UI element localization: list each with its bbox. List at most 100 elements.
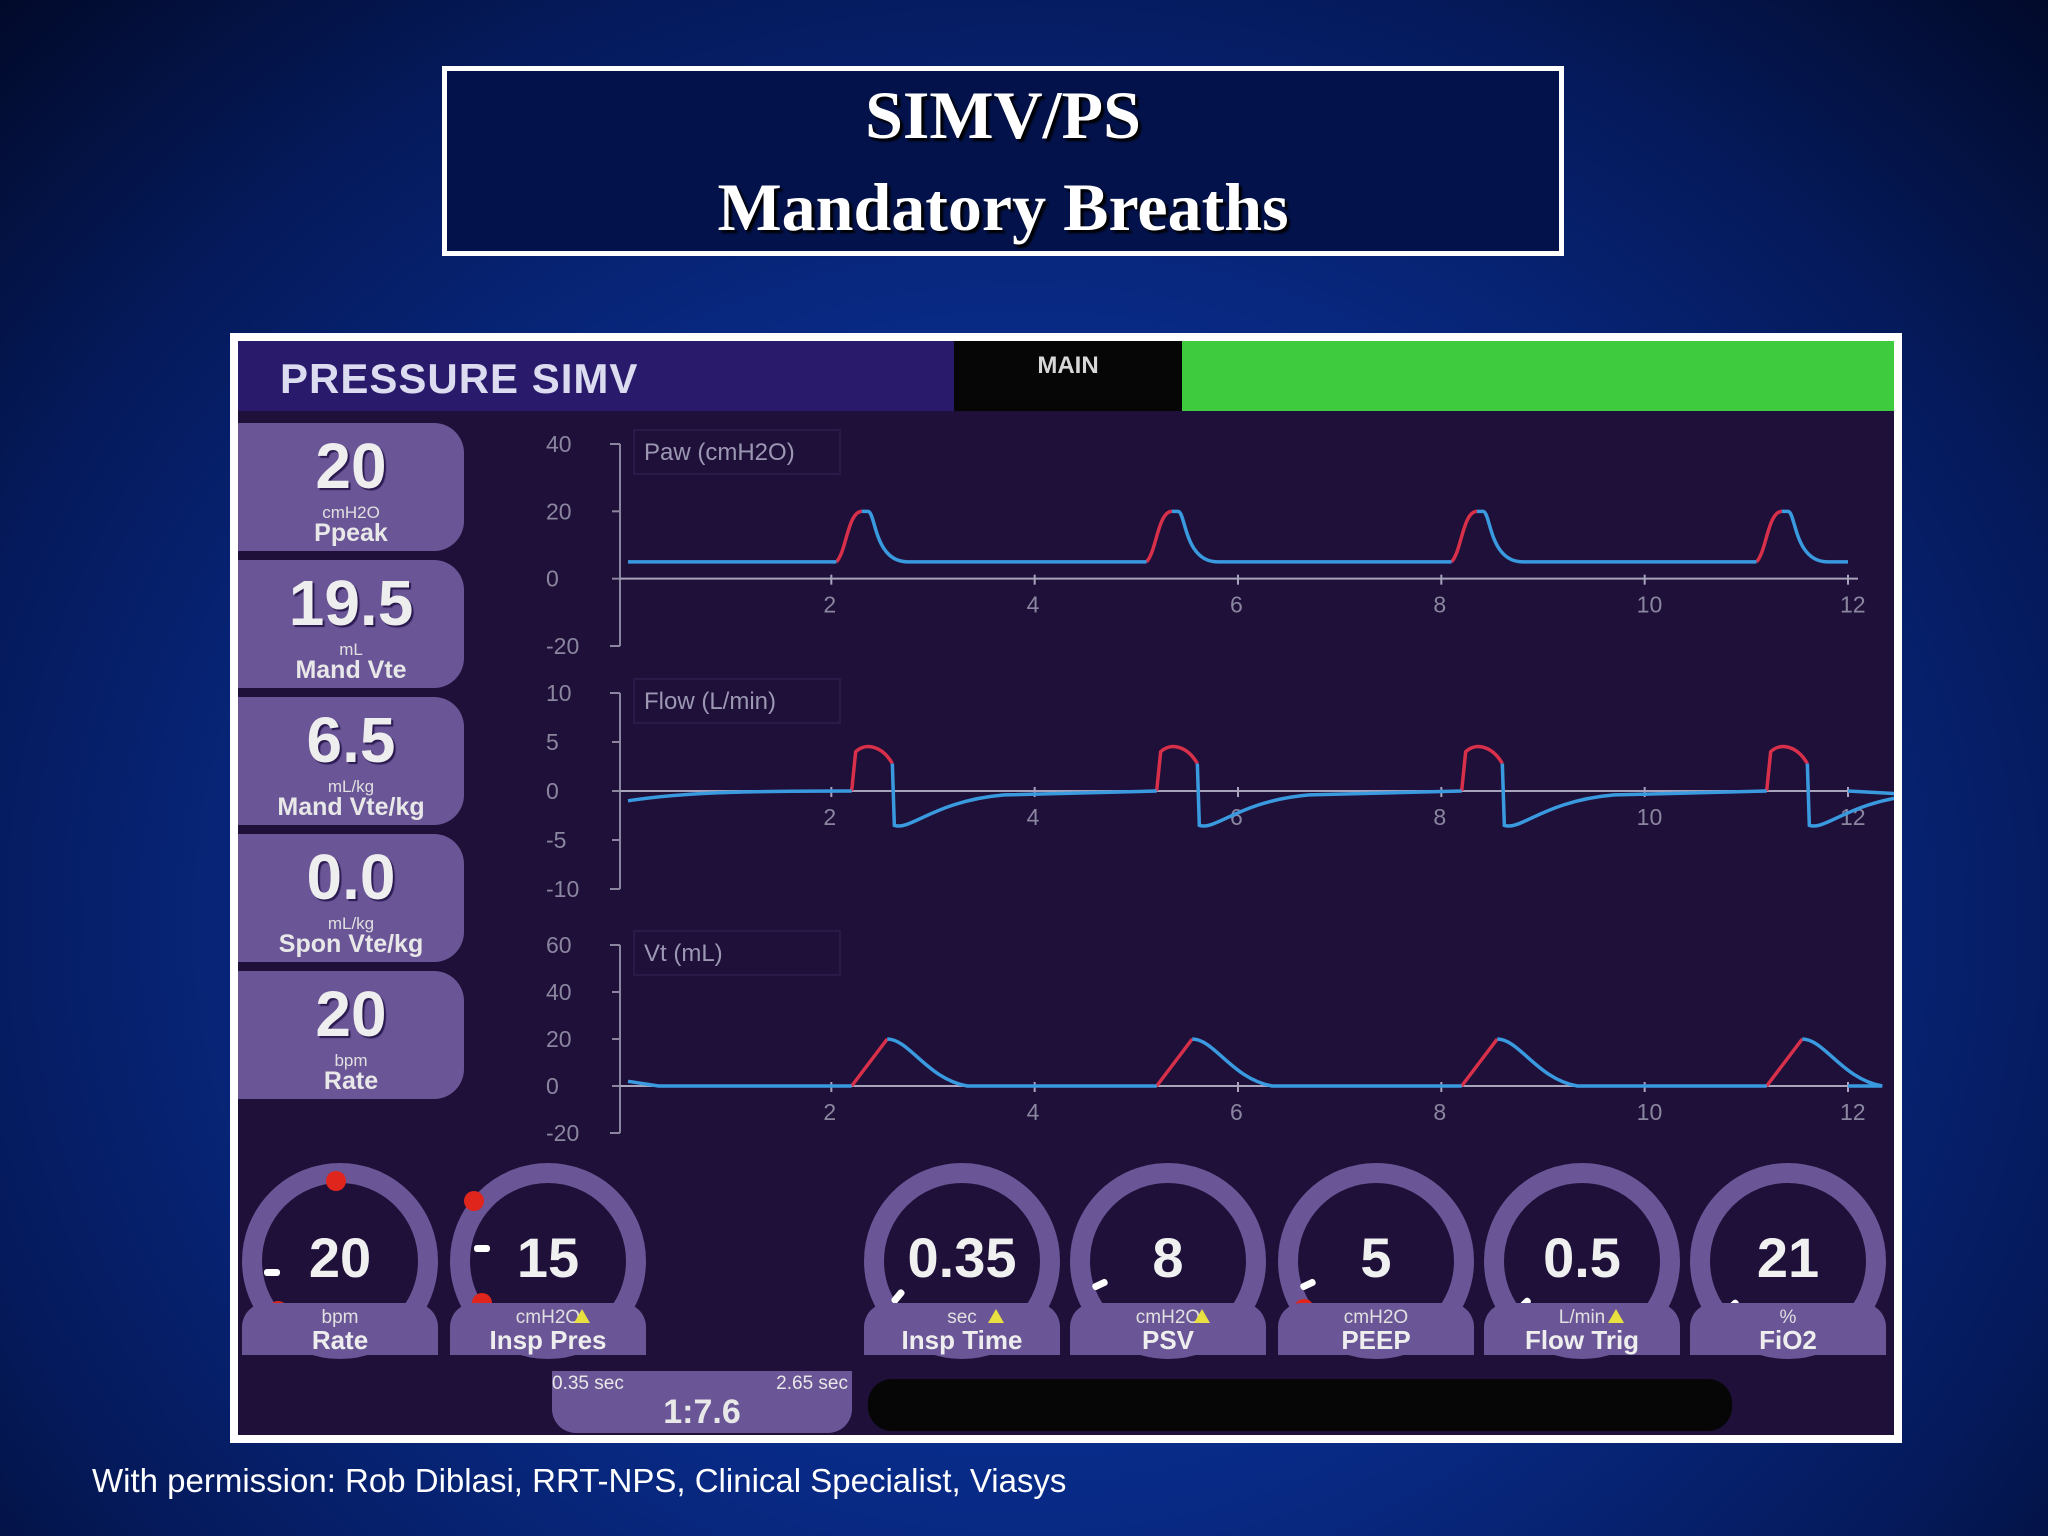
breath-inspiration [1764, 744, 1809, 792]
dial-unit: bpm [321, 1307, 359, 1328]
dial-unit: cmH2O [1343, 1307, 1409, 1328]
y-tick-label: -20 [546, 1120, 579, 1146]
alert-triangle-icon [574, 1309, 590, 1323]
credit-text: With permission: Rob Diblasi, RRT-NPS, C… [92, 1462, 1067, 1499]
y-tick-label: 10 [546, 680, 572, 706]
monitor-value: 20 [315, 978, 387, 1050]
breath-inspiration [849, 744, 894, 792]
monitor-unit: bpm [334, 1051, 368, 1070]
monitor-ppeak: 20 cmH2O Ppeak [238, 423, 464, 551]
y-tick-label: -20 [546, 633, 579, 659]
monitor-label: Mand Vte [295, 656, 407, 684]
alert-triangle-icon [1608, 1309, 1624, 1323]
dial-value: 21 [1756, 1226, 1820, 1289]
breath-inspiration [1450, 509, 1478, 564]
breath-inspiration [1155, 1037, 1194, 1088]
dial-label: Insp Time [901, 1325, 1023, 1355]
y-tick-label: 0 [546, 1073, 559, 1099]
y-tick-label: 5 [546, 729, 559, 755]
x-tick-label: 12 [1840, 592, 1866, 618]
x-tick-label: 10 [1637, 592, 1663, 618]
x-tick-label: 12 [1840, 1099, 1866, 1125]
dial-unit: L/min [1558, 1307, 1606, 1328]
x-tick-label: 10 [1637, 1099, 1663, 1125]
ventilator-screen: PRESSURE SIMV MAIN 20 cmH2O Ppeak 19.5 m… [230, 333, 1902, 1443]
breath-inspiration [1765, 1037, 1804, 1088]
dial-label-insp-pres: cmH2O Insp Pres [450, 1303, 646, 1355]
graph-title-box [633, 930, 841, 976]
x-tick-label: 8 [1433, 804, 1446, 830]
monitor-unit: mL [339, 640, 363, 659]
y-tick-label: 40 [546, 979, 572, 1005]
y-tick-label: 0 [546, 778, 559, 804]
dial-tick [264, 1269, 280, 1276]
monitor-unit: mL/kg [327, 914, 375, 933]
dial-value: 0.35 [907, 1226, 1017, 1289]
monitor-rate: 20 bpm Rate [238, 971, 464, 1099]
x-tick-label: 8 [1433, 1099, 1446, 1125]
dial-unit: cmH2O [515, 1307, 581, 1328]
graph-title-box [633, 429, 841, 475]
alert-triangle-icon [1194, 1309, 1210, 1323]
dial-value: 8 [1152, 1226, 1184, 1289]
y-tick-label: 0 [546, 566, 559, 592]
breath-inspiration [1145, 509, 1173, 564]
breath-inspiration [1755, 509, 1783, 564]
ventilator-display: PRESSURE SIMV MAIN 20 cmH2O Ppeak 19.5 m… [238, 341, 1894, 1435]
insp-time-readout: 0.35 sec [552, 1373, 624, 1394]
monitor-label: Rate [323, 1067, 379, 1095]
dial-label-peep: cmH2O PEEP [1278, 1303, 1474, 1355]
breath-inspiration [1459, 744, 1504, 792]
dial-unit: % [1779, 1307, 1797, 1328]
main-screen-button[interactable]: MAIN [954, 341, 1182, 411]
ie-ratio-value: 1:7.6 [663, 1393, 741, 1431]
dial-value: 0.5 [1543, 1226, 1621, 1289]
monitor-label: Spon Vte/kg [278, 930, 424, 958]
monitor-label: Ppeak [314, 519, 388, 547]
dial-label: PEEP [1341, 1325, 1411, 1355]
dial-label: Rate [311, 1325, 369, 1355]
y-tick-label: -5 [546, 827, 566, 853]
monitor-spon-vte-kg: 0.0 mL/kg Spon Vte/kg [238, 834, 464, 962]
dial-tick [474, 1245, 490, 1252]
flow-waveform [627, 763, 1894, 828]
dial-value: 15 [516, 1226, 580, 1289]
x-tick-label: 4 [1027, 592, 1040, 618]
dial-limit-marker [326, 1171, 346, 1191]
monitor-mand-vte: 19.5 mL Mand Vte [238, 560, 464, 688]
x-tick-label: 8 [1433, 592, 1446, 618]
breath-inspiration [1154, 744, 1199, 792]
dial-unit: cmH2O [1135, 1307, 1201, 1328]
graph-title: Paw (cmH2O) [644, 439, 795, 466]
x-tick-label: 6 [1230, 1099, 1243, 1125]
monitor-value: 19.5 [288, 567, 414, 639]
x-tick-label: 6 [1230, 592, 1243, 618]
dial-label: Insp Pres [489, 1325, 607, 1355]
graph-title: Flow (L/min) [644, 688, 776, 715]
graph-title: Vt (mL) [644, 940, 723, 967]
x-tick-label: 2 [823, 592, 836, 618]
volume-waveform [627, 1037, 1883, 1088]
dial-unit: sec [947, 1307, 977, 1328]
dial-label: Flow Trig [1524, 1325, 1640, 1355]
monitor-mand-vte-kg: 6.5 mL/kg Mand Vte/kg [238, 697, 464, 825]
dial-label-insp-time: sec Insp Time [864, 1303, 1060, 1355]
x-tick-label: 10 [1637, 804, 1663, 830]
dial-limit-marker [464, 1191, 484, 1211]
dial-value: 5 [1360, 1226, 1392, 1289]
dial-label-psv: cmH2O PSV [1070, 1303, 1266, 1355]
x-tick-label: 2 [823, 804, 836, 830]
exp-time-readout: 2.65 sec [776, 1373, 848, 1394]
breath-inspiration [1460, 1037, 1499, 1088]
alert-triangle-icon [988, 1309, 1004, 1323]
message-bar [868, 1379, 1732, 1431]
monitor-value: 20 [315, 430, 387, 502]
dial-label-flow-trig: L/min Flow Trig [1484, 1303, 1680, 1355]
monitor-value: 0.0 [306, 841, 396, 913]
slide-title-line1: SIMV/PS [865, 77, 1141, 153]
monitor-value: 6.5 [306, 704, 396, 776]
slide-title-line2: Mandatory Breaths [717, 169, 1289, 245]
y-tick-label: 40 [546, 431, 572, 457]
x-tick-label: 4 [1027, 804, 1040, 830]
